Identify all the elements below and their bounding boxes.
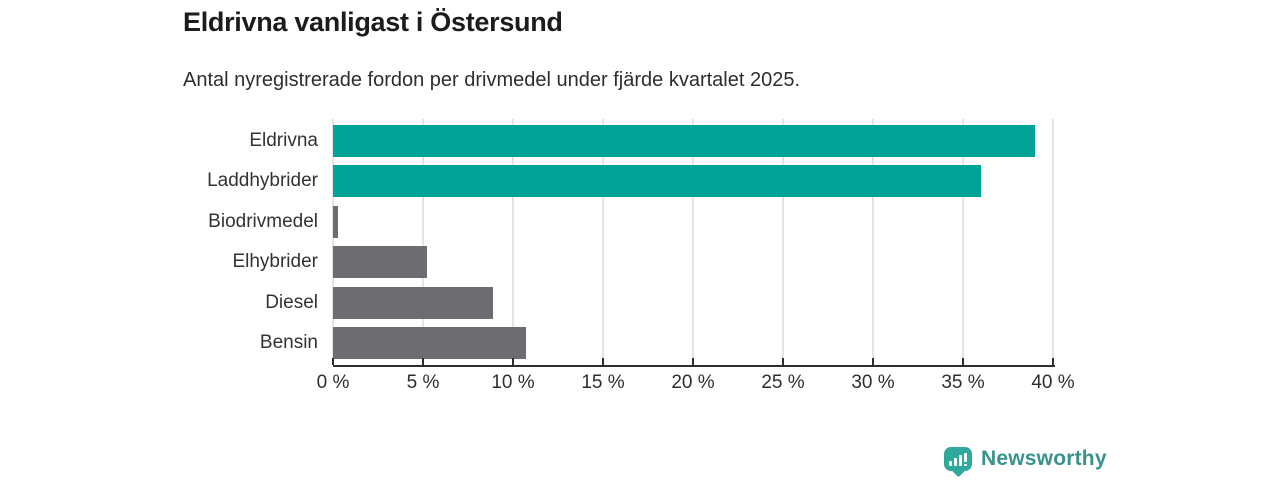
category-label-biodrivmedel: Biodrivmedel [208, 210, 318, 232]
plot-area [332, 119, 1054, 365]
axis-tick [962, 358, 964, 365]
bar-elhybrider [333, 246, 427, 279]
gridline [872, 119, 874, 365]
axis-tick-label: 5 % [406, 372, 440, 393]
category-label-bensin: Bensin [259, 332, 318, 353]
axis-tick [692, 358, 694, 365]
category-label-diesel: Diesel [265, 291, 318, 313]
axis-tick [872, 358, 874, 365]
axis-tick-label: 30 % [851, 372, 895, 393]
newsworthy-logo-icon [944, 447, 972, 478]
axis-tick [422, 358, 424, 365]
newsworthy-logo-text: Newsworthy [981, 447, 1107, 470]
axis-tick-label: 25 % [761, 372, 805, 393]
axis-tick-label: 0 % [316, 372, 350, 393]
gridline [332, 119, 334, 365]
newsworthy-logo[interactable]: Newsworthy [944, 447, 1107, 478]
axis-tick-label: 15 % [581, 372, 625, 393]
bar-bensin [333, 327, 526, 359]
gridline [602, 119, 604, 365]
axis-tick [512, 358, 514, 365]
gridline [1052, 119, 1054, 365]
gridline [692, 119, 694, 365]
bar-biodrivmedel [333, 205, 339, 238]
axis-tick-label: 20 % [671, 372, 715, 393]
category-label-elhybrider: Elhybrider [232, 251, 318, 273]
gridline [422, 119, 424, 365]
category-label-laddhybrider: Laddhybrider [207, 170, 318, 192]
gridline [782, 119, 784, 365]
bar-diesel [333, 286, 494, 319]
bar-chart-icon [944, 447, 972, 471]
axis-tick [1052, 358, 1054, 365]
axis-tick [332, 358, 334, 365]
bar-eldrivna [333, 125, 1035, 157]
chart-title: Eldrivna vanligast i Östersund [183, 7, 563, 37]
gridline [512, 119, 514, 365]
axis-tick-label: 35 % [941, 372, 985, 393]
gridline [962, 119, 964, 365]
bar-laddhybrider [333, 165, 981, 198]
axis-tick [782, 358, 784, 365]
category-label-eldrivna: Eldrivna [249, 130, 318, 151]
chart-subtitle: Antal nyregistrerade fordon per drivmede… [183, 69, 801, 91]
axis-tick [602, 358, 604, 365]
axis-tick-label: 10 % [491, 372, 535, 393]
axis-tick-label: 40 % [1031, 372, 1075, 393]
x-axis-line [333, 365, 1055, 367]
